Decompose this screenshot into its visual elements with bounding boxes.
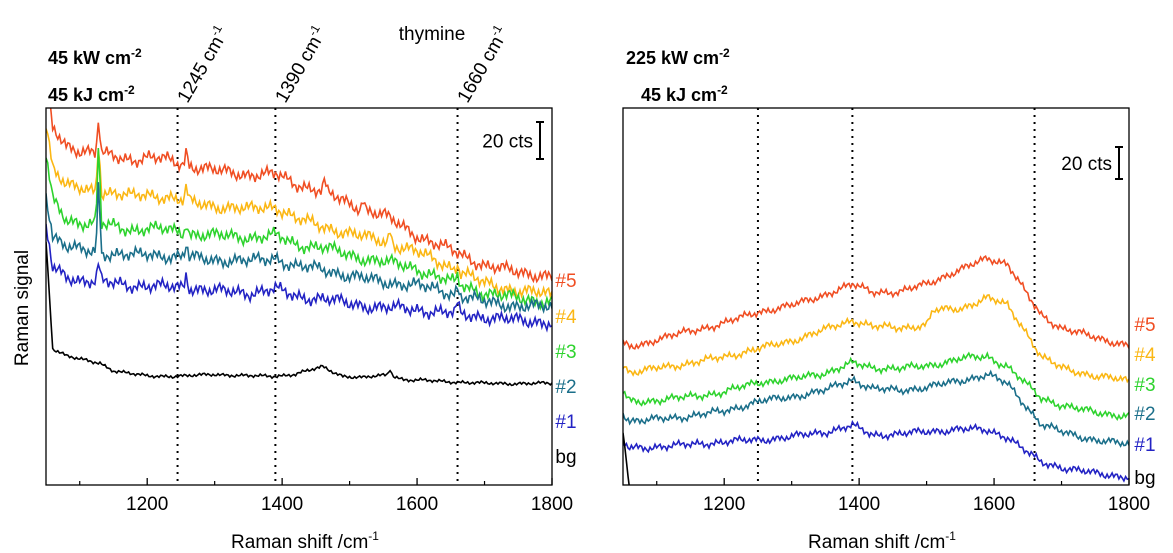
x-tick-label: 1600 — [396, 494, 438, 515]
series-line-3 — [623, 351, 1129, 422]
scale-bar-label: 20 cts — [1061, 154, 1112, 175]
legend-label: #2 — [1134, 404, 1155, 425]
chart-panel-1: #5 #4 #3 #2 #1 bg 1200 1400 1600 1800 Raman shift … — [45, 22, 577, 553]
x-tick-label: 1800 — [531, 494, 573, 515]
x-tick-label: 1600 — [973, 494, 1015, 515]
chart-panel-2: #5 #4 #3 #2 #1 bg 1200 1400 1600 1800 Raman shift … — [622, 46, 1156, 553]
legend-label: #1 — [555, 412, 576, 433]
legend-label: #4 — [555, 307, 577, 328]
x-tick-label: 1400 — [261, 494, 303, 515]
peak-label: 1245 cm-1 — [171, 22, 234, 107]
x-tick-label: 1800 — [1108, 494, 1150, 515]
legend-label: #5 — [555, 271, 576, 292]
x-tick-label: 1400 — [838, 494, 880, 515]
fluence-label: 45 kJ cm-2 — [48, 83, 135, 105]
legend-label: #4 — [1134, 345, 1156, 366]
series-line-1 — [46, 223, 552, 333]
series-line-2 — [46, 182, 552, 314]
x-axis-label: Raman shift /cm-1 — [808, 529, 956, 553]
series-line-1 — [623, 419, 1129, 483]
series-line-5 — [49, 108, 552, 284]
legend-label: #2 — [555, 377, 576, 398]
series-line-2 — [623, 369, 1129, 448]
series-line-3 — [46, 147, 552, 311]
series-line-4 — [623, 293, 1129, 384]
y-axis-label: Raman signal — [12, 250, 33, 366]
plot-frame — [622, 107, 1130, 486]
power-density-label: 45 kW cm-2 — [48, 46, 142, 68]
legend-label: bg — [555, 447, 576, 468]
series-line-4 — [46, 128, 552, 300]
series-line-bg — [46, 241, 552, 387]
legend-label: #1 — [1134, 435, 1155, 456]
legend-label: #3 — [1134, 375, 1155, 396]
center-label: thymine — [399, 24, 466, 45]
scale-bar-label: 20 cts — [482, 132, 533, 153]
fluence-label: 45 kJ cm-2 — [641, 83, 728, 105]
legend-label: #3 — [555, 342, 576, 363]
legend-label: #5 — [1134, 315, 1155, 336]
x-tick-label: 1200 — [703, 494, 745, 515]
legend-label: bg — [1134, 468, 1155, 489]
peak-label: 1390 cm-1 — [269, 22, 332, 107]
power-density-label: 225 kW cm-2 — [626, 46, 730, 68]
plot-frame — [45, 107, 553, 486]
x-tick-label: 1200 — [126, 494, 168, 515]
x-axis-label: Raman shift /cm-1 — [231, 529, 379, 553]
series-line-5 — [623, 255, 1129, 351]
